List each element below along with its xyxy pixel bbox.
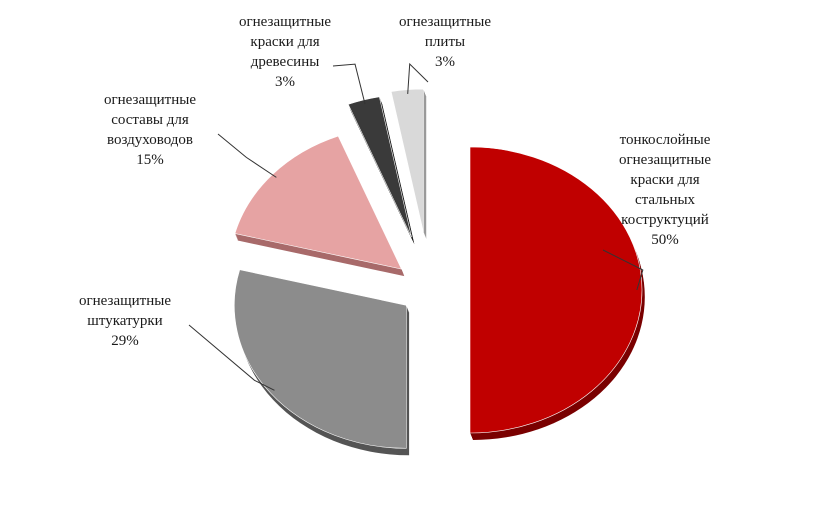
slice-label-line: стальных (634, 192, 696, 208)
slice-label-line: огнезащитные (399, 14, 491, 30)
slice-label-line: огнезащитные (619, 152, 711, 168)
leader-line-boards (407, 62, 429, 94)
slice-label-plasters: огнезащитные штукатурки 29% (60, 291, 190, 351)
leader-lines (188, 62, 644, 391)
slice-label-line: древесины (250, 54, 320, 70)
leader-line-wood-paints (332, 63, 366, 105)
slice-label-line: тонкослойные (619, 132, 711, 148)
slice-label-line: огнезащитные (239, 14, 331, 30)
slice-label-line: огнезащитные (104, 92, 196, 108)
slice-label-line: краски для (630, 172, 700, 188)
slice-label-line: плиты (424, 34, 466, 50)
leader-line-air-ducts (217, 133, 277, 178)
pie-slice-steel-paints (469, 146, 643, 434)
pie-slice-boards (390, 88, 424, 233)
slice-label-line: краски для (250, 34, 320, 50)
pie-slice-plasters (233, 269, 407, 449)
slice-label-line: огнезащитные (79, 293, 171, 309)
slice-value-label: 29% (111, 333, 139, 349)
slice-value-label: 3% (275, 74, 295, 90)
leader-line-steel-paints (602, 249, 644, 291)
pie-top-layer (233, 88, 643, 449)
slice-label-line: воздуховодов (107, 132, 193, 148)
slice-value-label: 15% (136, 152, 164, 168)
slice-label-line: составы для (111, 112, 189, 128)
slice-value-label: 50% (651, 232, 679, 248)
slice-value-label: 3% (435, 54, 455, 70)
leader-line-plasters (188, 324, 275, 391)
slice-label-air-ducts: огнезащитные составы для воздуховодов 15… (75, 90, 225, 170)
slice-label-steel-paints: тонкослойные огнезащитные краски для ста… (600, 130, 730, 250)
slice-label-wood-paints: огнезащитные краски для древесины 3% (220, 12, 350, 92)
slice-label-line: штукатурки (87, 313, 163, 329)
slice-label-line: коструктуций (621, 212, 709, 228)
slice-label-boards: огнезащитные плиты 3% (380, 12, 510, 72)
